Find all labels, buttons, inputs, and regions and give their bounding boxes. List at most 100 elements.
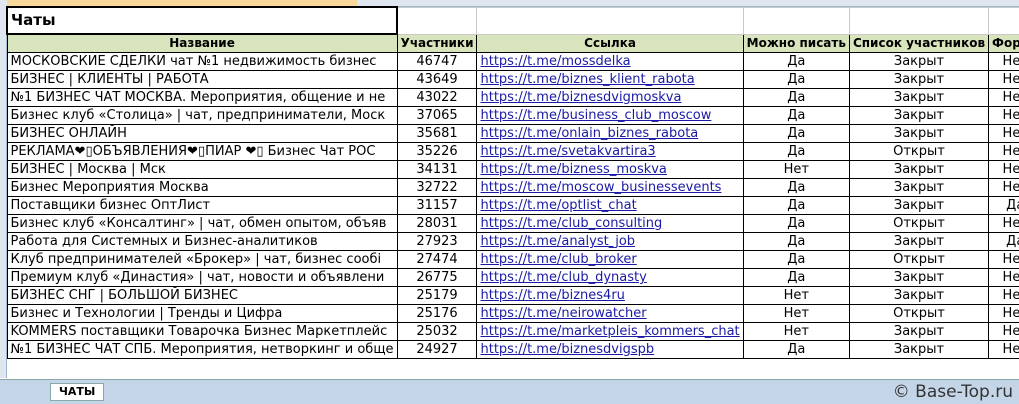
name-cell[interactable]: KOMMERS поставщики Товарочка Бизнес Марк… — [6, 322, 398, 341]
name-cell[interactable]: БИЗНЕС СНГ | БОЛЬШОЙ БИЗНЕС — [6, 286, 398, 305]
forum-cell[interactable]: Нет — [988, 322, 1019, 341]
cell[interactable] — [742, 6, 850, 35]
name-cell[interactable]: Поставщики бизнес ОптЛист — [6, 196, 398, 215]
forum-cell[interactable]: Нет — [988, 124, 1019, 143]
participants-cell[interactable]: 34131 — [396, 160, 478, 179]
header-participants[interactable]: Участники — [396, 33, 478, 53]
members-list-cell[interactable]: Открыт — [848, 250, 990, 269]
name-cell[interactable]: Бизнес клуб «Столица» | чат, предпринима… — [6, 106, 398, 125]
link-cell[interactable]: https://t.me/biznesdvigspb — [476, 340, 744, 359]
forum-cell[interactable]: Нет — [988, 88, 1019, 107]
can-write-cell[interactable]: Нет — [742, 286, 850, 305]
can-write-cell[interactable]: Да — [742, 52, 850, 71]
link-cell[interactable]: https://t.me/neirowatcher — [476, 304, 744, 323]
can-write-cell[interactable]: Да — [742, 340, 850, 359]
forum-cell[interactable]: Нет — [988, 250, 1019, 269]
link-cell[interactable]: https://t.me/mossdelka — [476, 52, 744, 71]
link-cell[interactable]: https://t.me/club_dynasty — [476, 268, 744, 287]
link-cell[interactable]: https://t.me/svetakvartira3 — [476, 142, 744, 161]
chat-link[interactable]: https://t.me/mossdelka — [480, 54, 631, 69]
members-list-cell[interactable]: Закрыт — [848, 178, 990, 197]
name-cell[interactable]: МОСКОВСКИЕ СДЕЛКИ чат №1 недвижимость би… — [6, 52, 398, 71]
chat-link[interactable]: https://t.me/neirowatcher — [480, 306, 647, 321]
can-write-cell[interactable]: Нет — [742, 304, 850, 323]
members-list-cell[interactable]: Открыт — [848, 304, 990, 323]
participants-cell[interactable]: 35226 — [396, 142, 478, 161]
name-cell[interactable]: №1 БИЗНЕС ЧАТ СПБ. Мероприятия, нетворки… — [6, 340, 398, 359]
chat-link[interactable]: https://t.me/moscow_businessevents — [480, 180, 722, 195]
participants-cell[interactable]: 24927 — [396, 340, 478, 359]
forum-cell[interactable]: Нет — [988, 304, 1019, 323]
participants-cell[interactable]: 35681 — [396, 124, 478, 143]
chat-link[interactable]: https://t.me/optlist_chat — [480, 198, 637, 213]
forum-cell[interactable]: Да — [988, 196, 1019, 215]
forum-cell[interactable]: Нет — [988, 286, 1019, 305]
name-cell[interactable]: №1 БИЗНЕС ЧАТ МОСКВА. Мероприятия, общен… — [6, 88, 398, 107]
participants-cell[interactable]: 32722 — [396, 178, 478, 197]
link-cell[interactable]: https://t.me/bizness_moskva — [476, 160, 744, 179]
can-write-cell[interactable]: Да — [742, 196, 850, 215]
chat-link[interactable]: https://t.me/club_consulting — [480, 216, 663, 231]
name-cell[interactable]: Бизнес и Технологии | Тренды и Цифра — [6, 304, 398, 323]
chat-link[interactable]: https://t.me/business_club_moscow — [480, 108, 712, 123]
chat-link[interactable]: https://t.me/biznesdvigmoskva — [480, 90, 682, 105]
can-write-cell[interactable]: Да — [742, 124, 850, 143]
members-list-cell[interactable]: Закрыт — [848, 160, 990, 179]
header-forum[interactable]: Форум — [988, 33, 1019, 53]
link-cell[interactable]: https://t.me/biznes4ru — [476, 286, 744, 305]
can-write-cell[interactable]: Да — [742, 250, 850, 269]
chat-link[interactable]: https://t.me/marketpleis_kommers_chat — [480, 324, 740, 339]
cell[interactable] — [476, 6, 744, 35]
column-a-header[interactable] — [7, 0, 357, 6]
can-write-cell[interactable]: Нет — [742, 322, 850, 341]
members-list-cell[interactable]: Закрыт — [848, 70, 990, 89]
members-list-cell[interactable]: Закрыт — [848, 88, 990, 107]
chat-link[interactable]: https://t.me/biznes_klient_rabota — [480, 72, 695, 87]
link-cell[interactable]: https://t.me/onlain_biznes_rabota — [476, 124, 744, 143]
forum-cell[interactable]: Нет — [988, 214, 1019, 233]
chat-link[interactable]: https://t.me/club_broker — [480, 252, 637, 267]
participants-cell[interactable]: 27923 — [396, 232, 478, 251]
members-list-cell[interactable]: Закрыт — [848, 322, 990, 341]
forum-cell[interactable]: Нет — [988, 340, 1019, 359]
can-write-cell[interactable]: Нет — [742, 160, 850, 179]
chat-link[interactable]: https://t.me/analyst_job — [480, 234, 636, 249]
link-cell[interactable]: https://t.me/optlist_chat — [476, 196, 744, 215]
cell[interactable] — [988, 6, 1019, 35]
cell[interactable] — [848, 6, 990, 35]
sheet-tab-chats[interactable]: ЧАТЫ — [50, 383, 105, 401]
chat-link[interactable]: https://t.me/svetakvartira3 — [480, 144, 656, 159]
header-link[interactable]: Ссылка — [476, 33, 744, 53]
participants-cell[interactable]: 46747 — [396, 52, 478, 71]
link-cell[interactable]: https://t.me/moscow_businessevents — [476, 178, 744, 197]
forum-cell[interactable]: Нет — [988, 106, 1019, 125]
chat-link[interactable]: https://t.me/biznesdvigspb — [480, 342, 655, 357]
members-list-cell[interactable]: Открыт — [848, 142, 990, 161]
can-write-cell[interactable]: Да — [742, 232, 850, 251]
can-write-cell[interactable]: Да — [742, 106, 850, 125]
participants-cell[interactable]: 43649 — [396, 70, 478, 89]
link-cell[interactable]: https://t.me/biznes_klient_rabota — [476, 70, 744, 89]
members-list-cell[interactable]: Закрыт — [848, 268, 990, 287]
forum-cell[interactable]: Нет — [988, 178, 1019, 197]
link-cell[interactable]: https://t.me/club_broker — [476, 250, 744, 269]
members-list-cell[interactable]: Закрыт — [848, 52, 990, 71]
can-write-cell[interactable]: Да — [742, 70, 850, 89]
name-cell[interactable]: БИЗНЕС | КЛИЕНТЫ | РАБОТА — [6, 70, 398, 89]
name-cell[interactable]: Бизнес Мероприятия Москва — [6, 178, 398, 197]
members-list-cell[interactable]: Закрыт — [848, 124, 990, 143]
can-write-cell[interactable]: Да — [742, 178, 850, 197]
header-name[interactable]: Название — [6, 33, 398, 53]
forum-cell[interactable]: Нет — [988, 142, 1019, 161]
name-cell[interactable]: Работа для Системных и Бизнес-аналитиков — [6, 232, 398, 251]
name-cell[interactable]: РЕКЛАМА❤▯ОБЪЯВЛЕНИЯ❤▯ПИАР ❤▯ Бизнес Чат … — [6, 142, 398, 161]
forum-cell[interactable]: Нет — [988, 268, 1019, 287]
chat-link[interactable]: https://t.me/club_dynasty — [480, 270, 647, 285]
sheet-title-cell[interactable]: Чаты — [5, 6, 399, 35]
participants-cell[interactable]: 28031 — [396, 214, 478, 233]
participants-cell[interactable]: 37065 — [396, 106, 478, 125]
members-list-cell[interactable]: Закрыт — [848, 232, 990, 251]
can-write-cell[interactable]: Да — [742, 268, 850, 287]
chat-link[interactable]: https://t.me/biznes4ru — [480, 288, 625, 303]
chat-link[interactable]: https://t.me/onlain_biznes_rabota — [480, 126, 699, 141]
